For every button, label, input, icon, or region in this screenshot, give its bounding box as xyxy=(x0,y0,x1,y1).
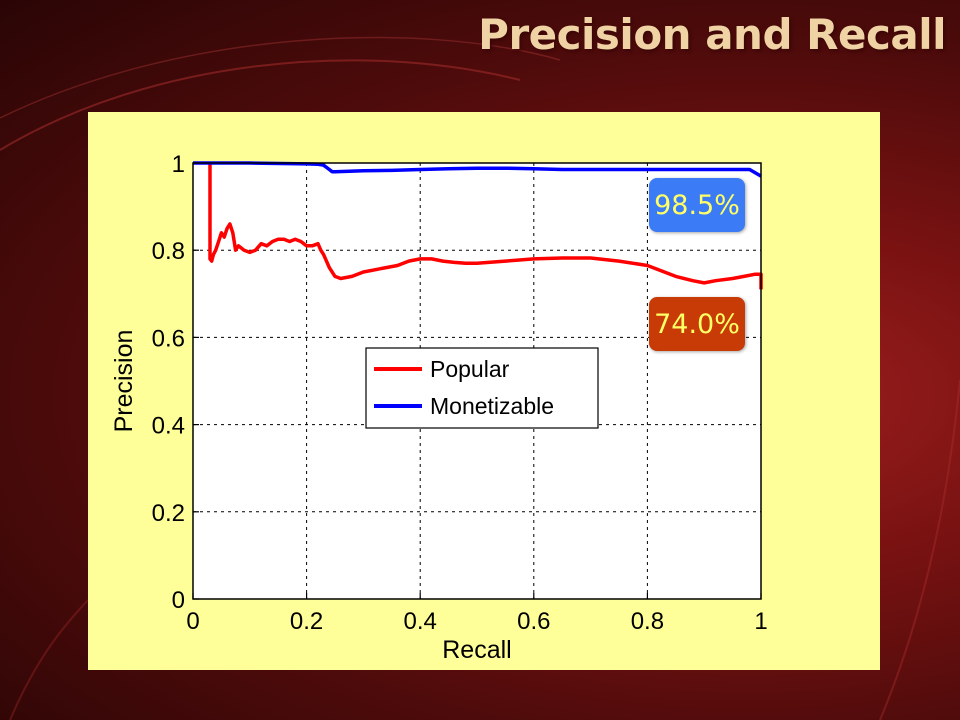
x-tick-label: 0 xyxy=(186,608,199,635)
legend-box xyxy=(365,347,599,429)
x-tick-label: 0.6 xyxy=(517,608,550,635)
y-tick-label: 0 xyxy=(172,587,185,614)
series-line-popular xyxy=(208,163,763,290)
tick-labels: 0 0.2 0.4 0.6 0.8 1 0 0.2 0.4 0.6 0.8 1 xyxy=(152,151,768,635)
y-tick-label: 0.6 xyxy=(152,325,185,352)
slide-title: Precision and Recall xyxy=(478,10,946,59)
y-tick-label: 1 xyxy=(172,151,185,178)
legend-entry-popular: Popular xyxy=(430,356,510,382)
x-tick-label: 0.8 xyxy=(631,608,664,635)
x-tick-label: 0.2 xyxy=(290,608,323,635)
x-tick-label: 0.4 xyxy=(404,608,437,635)
series-lines xyxy=(193,161,763,290)
chart-panel: 0 0.2 0.4 0.6 0.8 1 0 0.2 0.4 0.6 0.8 1 Recall Prec… xyxy=(88,112,880,670)
y-axis-label: Precision xyxy=(110,330,138,433)
y-tick-label: 0.2 xyxy=(152,500,185,527)
plot-frame xyxy=(192,162,762,600)
x-tick-label: 1 xyxy=(754,608,767,635)
y-tick-label: 0.8 xyxy=(152,238,185,265)
legend: Popular Monetizable xyxy=(365,347,599,429)
y-tick-label: 0.4 xyxy=(152,413,185,440)
popular-precision-callout: 74.0% xyxy=(649,297,745,351)
series-line-monetizable xyxy=(193,161,762,178)
monetizable-precision-callout: 98.5% xyxy=(649,178,745,232)
legend-entry-monetizable: Monetizable xyxy=(430,393,554,419)
precision-recall-chart: 0 0.2 0.4 0.6 0.8 1 0 0.2 0.4 0.6 0.8 1 Recall Prec… xyxy=(110,151,768,664)
x-axis-label: Recall xyxy=(442,636,511,664)
